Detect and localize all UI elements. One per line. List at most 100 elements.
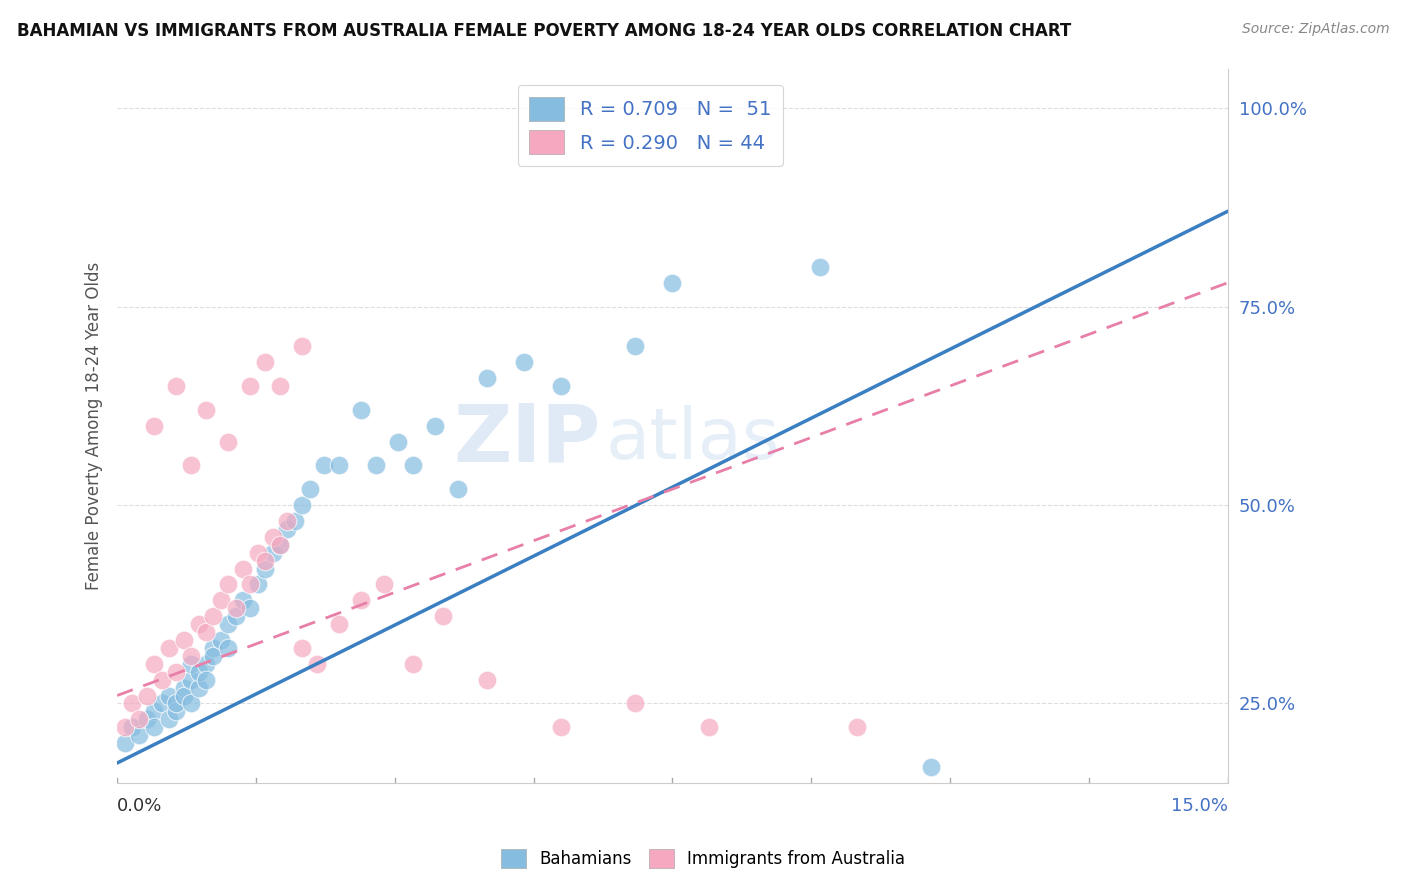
Point: [254, 355, 277, 369]
Point: [624, 697, 647, 711]
Point: [135, 689, 157, 703]
Point: [187, 665, 209, 679]
Point: [121, 697, 143, 711]
Point: [165, 379, 187, 393]
Point: [239, 601, 262, 615]
Text: 0.0%: 0.0%: [117, 797, 163, 815]
Point: [846, 720, 869, 734]
Point: [143, 720, 166, 734]
Point: [209, 593, 232, 607]
Text: Source: ZipAtlas.com: Source: ZipAtlas.com: [1241, 22, 1389, 37]
Point: [114, 736, 136, 750]
Point: [262, 530, 284, 544]
Point: [699, 720, 721, 734]
Point: [165, 697, 187, 711]
Point: [143, 418, 166, 433]
Point: [209, 632, 232, 647]
Point: [432, 609, 454, 624]
Point: [180, 648, 202, 663]
Point: [239, 379, 262, 393]
Point: [232, 561, 254, 575]
Point: [157, 689, 180, 703]
Point: [477, 371, 499, 385]
Point: [114, 720, 136, 734]
Point: [810, 260, 832, 274]
Point: [143, 705, 166, 719]
Point: [195, 673, 218, 687]
Point: [180, 697, 202, 711]
Point: [402, 657, 425, 671]
Point: [402, 458, 425, 473]
Point: [157, 640, 180, 655]
Point: [920, 760, 942, 774]
Point: [291, 339, 314, 353]
Point: [254, 553, 277, 567]
Point: [225, 601, 247, 615]
Point: [180, 458, 202, 473]
Point: [350, 593, 373, 607]
Point: [150, 697, 173, 711]
Point: [180, 657, 202, 671]
Point: [366, 458, 388, 473]
Point: [121, 720, 143, 734]
Point: [143, 657, 166, 671]
Point: [350, 402, 373, 417]
Point: [298, 482, 321, 496]
Point: [217, 640, 239, 655]
Point: [135, 712, 157, 726]
Point: [202, 609, 225, 624]
Point: [165, 665, 187, 679]
Point: [305, 657, 328, 671]
Point: [150, 673, 173, 687]
Point: [550, 720, 572, 734]
Point: [173, 632, 195, 647]
Point: [314, 458, 336, 473]
Point: [387, 434, 409, 449]
Point: [173, 689, 195, 703]
Point: [173, 681, 195, 695]
Point: [187, 681, 209, 695]
Point: [477, 673, 499, 687]
Point: [202, 648, 225, 663]
Point: [269, 379, 291, 393]
Point: [180, 673, 202, 687]
Point: [225, 609, 247, 624]
Point: [291, 498, 314, 512]
Point: [284, 514, 307, 528]
Point: [254, 561, 277, 575]
Point: [239, 577, 262, 591]
Text: 15.0%: 15.0%: [1171, 797, 1227, 815]
Point: [187, 617, 209, 632]
Point: [291, 640, 314, 655]
Point: [550, 379, 572, 393]
Point: [276, 514, 298, 528]
Point: [195, 625, 218, 640]
Point: [373, 577, 395, 591]
Point: [328, 458, 350, 473]
Point: [269, 538, 291, 552]
Point: [217, 577, 239, 591]
Point: [262, 546, 284, 560]
Point: [513, 355, 536, 369]
Point: [269, 538, 291, 552]
Text: atlas: atlas: [606, 406, 780, 475]
Point: [195, 657, 218, 671]
Point: [246, 577, 269, 591]
Point: [232, 593, 254, 607]
Point: [217, 617, 239, 632]
Point: [128, 712, 150, 726]
Point: [195, 402, 218, 417]
Point: [661, 276, 683, 290]
Point: [276, 522, 298, 536]
Point: [246, 546, 269, 560]
Point: [165, 705, 187, 719]
Text: BAHAMIAN VS IMMIGRANTS FROM AUSTRALIA FEMALE POVERTY AMONG 18-24 YEAR OLDS CORRE: BAHAMIAN VS IMMIGRANTS FROM AUSTRALIA FE…: [17, 22, 1071, 40]
Y-axis label: Female Poverty Among 18-24 Year Olds: Female Poverty Among 18-24 Year Olds: [86, 261, 103, 590]
Point: [157, 712, 180, 726]
Point: [202, 640, 225, 655]
Point: [624, 339, 647, 353]
Point: [328, 617, 350, 632]
Point: [425, 418, 447, 433]
Point: [217, 434, 239, 449]
Point: [447, 482, 470, 496]
